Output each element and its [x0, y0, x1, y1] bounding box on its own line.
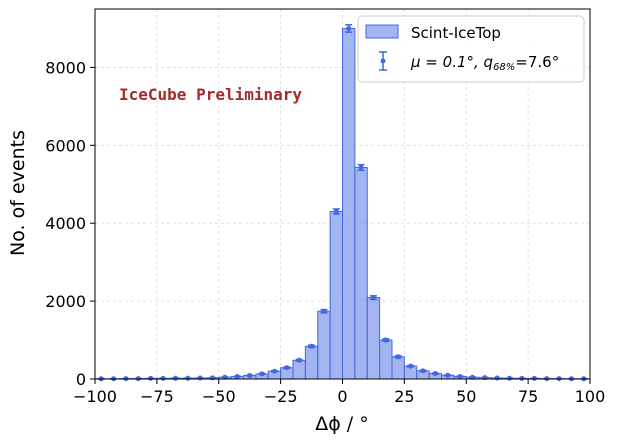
y-tick-label-1: 2000 — [45, 292, 86, 311]
errorbar-4 — [147, 375, 155, 381]
errorbar-point-28 — [445, 372, 451, 378]
errorbar-23 — [382, 337, 390, 343]
errorbar-point-15 — [284, 365, 290, 371]
errorbar-point-24 — [395, 354, 401, 360]
x-axis-ticks: −100 −75 −50 −25 0 25 50 75 100 — [73, 379, 605, 406]
bar-22 — [366, 297, 381, 380]
errorbar-point-34 — [519, 375, 525, 381]
bar-18 — [317, 310, 331, 380]
errorbar-point-30 — [469, 374, 475, 380]
y-tick-label-2: 4000 — [45, 214, 86, 233]
errorbar-point-16 — [296, 357, 302, 363]
errorbar-point-18 — [321, 308, 327, 314]
errorbar-12 — [246, 372, 254, 378]
y-tick-label-3: 6000 — [45, 136, 86, 155]
errorbar-34 — [518, 375, 526, 381]
errorbar-point-29 — [457, 373, 463, 379]
errorbar-32 — [493, 375, 501, 381]
errorbar-29 — [456, 373, 464, 379]
x-tick-label-7: 75 — [518, 387, 538, 406]
errorbar-35 — [530, 375, 538, 381]
x-tick-label-2: −50 — [202, 387, 236, 406]
preliminary-annotation: IceCube Preliminary — [119, 85, 302, 104]
errorbar-point-21 — [358, 165, 364, 171]
errorbar-point-33 — [507, 375, 513, 381]
errorbar-18 — [320, 308, 328, 314]
x-axis-label: Δϕ / ° — [315, 413, 369, 435]
errorbar-6 — [171, 375, 179, 381]
errorbar-11 — [233, 373, 241, 379]
x-tick-label-1: −75 — [140, 387, 174, 406]
bar-20 — [342, 27, 356, 380]
legend-errorbar-marker — [379, 51, 387, 71]
errorbar-26 — [419, 368, 427, 374]
errorbar-27 — [431, 371, 439, 377]
y-axis-ticks: 0 2000 4000 6000 8000 — [45, 58, 95, 389]
errorbar-33 — [506, 375, 514, 381]
errorbar-25 — [407, 363, 415, 369]
errorbar-point-25 — [408, 363, 414, 369]
errorbar-22 — [369, 295, 377, 301]
errorbar-point-19 — [333, 209, 339, 215]
errorbar-10 — [221, 374, 229, 380]
errorbar-point-22 — [370, 295, 376, 301]
legend-patch-scint-icetop — [365, 24, 399, 39]
y-tick-label-0: 0 — [76, 370, 86, 389]
y-axis-label: No. of events — [7, 130, 29, 256]
x-tick-label-0: −100 — [73, 387, 117, 406]
legend-label-stats: μ = 0.1°, q68%=7.6° — [410, 53, 559, 73]
errorbar-point-17 — [309, 343, 315, 349]
x-tick-label-8: 100 — [575, 387, 606, 406]
errorbar-point-7 — [185, 375, 191, 381]
errorbar-point-6 — [172, 375, 178, 381]
errorbar-20 — [345, 24, 353, 33]
errorbar-8 — [196, 375, 204, 381]
errorbar-point-27 — [432, 371, 438, 377]
errorbar-point-20 — [346, 25, 352, 31]
bar-16 — [292, 359, 306, 380]
errorbar-point-9 — [210, 375, 216, 381]
errorbar-point-4 — [148, 375, 154, 381]
errorbar-21 — [357, 163, 365, 172]
errorbar-point-32 — [494, 375, 500, 381]
errorbar-5 — [159, 375, 167, 381]
errorbar-point-8 — [197, 375, 203, 381]
bar-23 — [379, 339, 393, 380]
errorbar-24 — [394, 354, 402, 360]
errorbar-17 — [308, 343, 316, 349]
x-tick-label-5: 25 — [394, 387, 414, 406]
x-tick-label-4: 0 — [337, 387, 347, 406]
errorbar-13 — [258, 371, 266, 377]
errorbar-point-5 — [160, 375, 166, 381]
errorbar-7 — [184, 375, 192, 381]
legend-label-scint-icetop: Scint-IceTop — [411, 24, 501, 42]
errorbar-14 — [270, 368, 278, 374]
bar-17 — [304, 345, 319, 380]
errorbar-point-14 — [271, 368, 277, 374]
legend: Scint-IceTop μ = 0.1°, q68%=7.6° — [357, 15, 585, 83]
errorbar-15 — [283, 365, 291, 371]
errorbar-9 — [209, 375, 217, 381]
bar-19 — [329, 211, 343, 380]
y-tick-label-4: 8000 — [45, 58, 86, 77]
bar-21 — [354, 167, 368, 380]
errorbar-16 — [295, 357, 303, 363]
bar-24 — [391, 356, 405, 380]
errorbar-28 — [444, 372, 452, 378]
errorbar-30 — [468, 374, 476, 380]
errorbar-point-26 — [420, 368, 426, 374]
x-tick-label-6: 50 — [456, 387, 476, 406]
errorbar-point-35 — [531, 375, 537, 381]
errorbar-point-12 — [247, 372, 253, 378]
errorbar-point-10 — [222, 374, 228, 380]
x-tick-label-3: −25 — [264, 387, 298, 406]
errorbar-19 — [332, 208, 340, 215]
legend-box — [357, 15, 585, 83]
errorbar-point-13 — [259, 371, 265, 377]
errorbar-point-11 — [234, 373, 240, 379]
errorbar-point-23 — [383, 337, 389, 343]
